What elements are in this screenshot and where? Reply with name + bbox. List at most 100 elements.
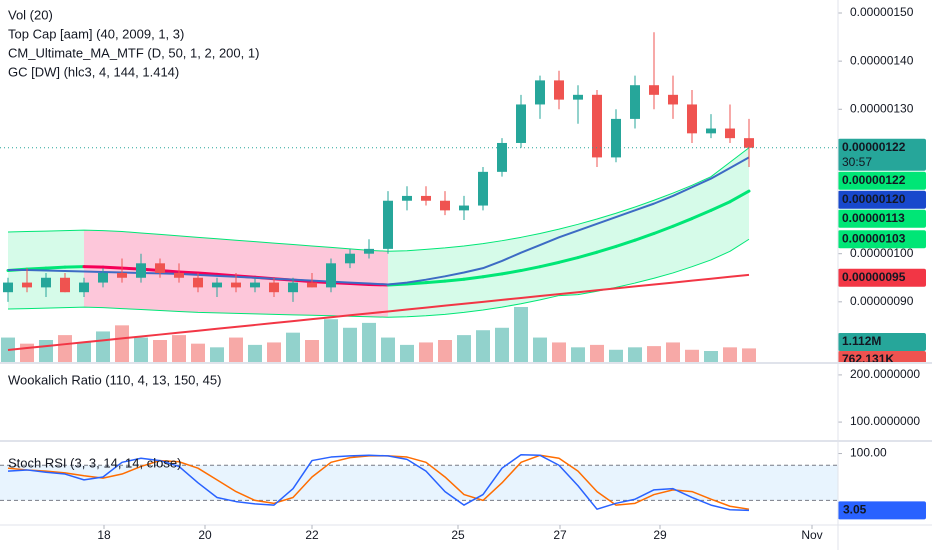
candle-body [611, 118, 621, 158]
price-axis: 0.0000012230:570.000001220.000001200.000… [838, 138, 926, 520]
band-lower [7, 238, 750, 318]
band-center [481, 272, 504, 279]
time-label: 29 [653, 528, 667, 542]
band-fill [616, 206, 635, 288]
time-label: 22 [305, 528, 319, 542]
candle-body [725, 128, 735, 139]
stoch-tag-label: 3.05 [843, 502, 867, 516]
band-fill [654, 193, 673, 279]
band-center [177, 270, 200, 275]
band-center [709, 200, 732, 212]
price-tag-label: 0.00000095 [842, 270, 906, 284]
band-center [500, 269, 523, 276]
candle-body [212, 282, 222, 288]
volume-bar [153, 340, 167, 362]
volume-bar [590, 344, 604, 362]
candle-body [459, 205, 469, 211]
y-tick-label: 100.0000000 [850, 414, 920, 428]
candle-body [117, 272, 127, 278]
y-tick-label: 200.0000000 [850, 367, 920, 381]
candle-body [269, 282, 279, 293]
candle-body [668, 94, 678, 105]
y-tick-label: 0.00000130 [850, 101, 914, 115]
candle-body [60, 277, 70, 293]
band-center [25, 266, 48, 271]
volume-bar [514, 307, 528, 362]
y-tick-label: 0.00000100 [850, 246, 914, 260]
time-label: 20 [198, 528, 212, 542]
band-fill [84, 230, 103, 308]
band-center [196, 271, 219, 276]
volume-bar [286, 332, 300, 362]
volume-bar [457, 335, 471, 362]
price-tag [838, 209, 926, 228]
indicator-legend: CM_Ultimate_MA_MTF (D, 50, 1, 2, 200, 1) [8, 45, 259, 60]
volume-bar [533, 337, 547, 362]
volume-bar [248, 344, 262, 362]
candle-body [630, 85, 640, 119]
band-center [614, 238, 637, 248]
volume-bar [267, 342, 281, 362]
band-center [462, 275, 485, 281]
band-center [557, 256, 580, 264]
band-center [405, 281, 428, 286]
main-price-axis: 0.00000150 0.00000140 0.00000130 0.00000100… [838, 5, 926, 362]
candle-body [573, 94, 583, 100]
band-fill [692, 176, 711, 267]
candle-body [383, 200, 393, 249]
band-center [728, 189, 751, 204]
stoch-tag [838, 501, 926, 520]
price-tag-countdown: 30:57 [842, 155, 872, 169]
y-tick-label: 0.00000150 [850, 5, 914, 19]
volume-bar [172, 335, 186, 362]
volume-bar [229, 337, 243, 362]
volume-bar [58, 335, 72, 362]
candle-body [440, 200, 450, 211]
volume-bar [495, 327, 509, 362]
candle-body [744, 138, 754, 148]
candle-body [136, 263, 146, 278]
volume-bar [666, 342, 680, 362]
volume-bar [20, 343, 34, 362]
volume-tag [838, 351, 926, 362]
candle-body [79, 282, 89, 293]
band-center [633, 231, 656, 242]
candle-body [421, 195, 431, 201]
band-fill [141, 232, 160, 311]
volume-bar [647, 346, 661, 362]
candle-body [41, 277, 51, 288]
band-center [538, 260, 561, 269]
volume-bar [381, 337, 395, 362]
volume-bar [476, 330, 490, 362]
main-pane [0, 32, 838, 362]
candle-body [364, 248, 374, 254]
candle-body [535, 80, 545, 105]
price-tag [838, 230, 926, 249]
band-center [671, 217, 694, 228]
band-fill [711, 162, 730, 260]
candle-body [706, 128, 716, 134]
volume-bar [39, 340, 53, 362]
ma-red [7, 273, 750, 351]
candle-body [250, 282, 260, 288]
candle-body [98, 272, 108, 283]
volume-bar [723, 347, 737, 362]
candle-body [155, 263, 165, 273]
price-tag [838, 138, 926, 171]
band-center [519, 265, 542, 273]
volume-bar [96, 331, 110, 362]
volume-bar [704, 351, 718, 362]
band-center [595, 244, 618, 254]
volume-bar [362, 322, 376, 362]
volume-bar [438, 340, 452, 362]
volume-bar [324, 319, 338, 362]
stoch-k [7, 453, 750, 512]
candle-body [231, 282, 241, 288]
volume-bar [210, 347, 224, 362]
volume-bar [419, 342, 433, 362]
volume-bar [115, 325, 129, 362]
volume-bar [191, 343, 205, 362]
candle-body [345, 253, 355, 264]
candle-body [326, 263, 336, 288]
candle-body [649, 85, 659, 95]
